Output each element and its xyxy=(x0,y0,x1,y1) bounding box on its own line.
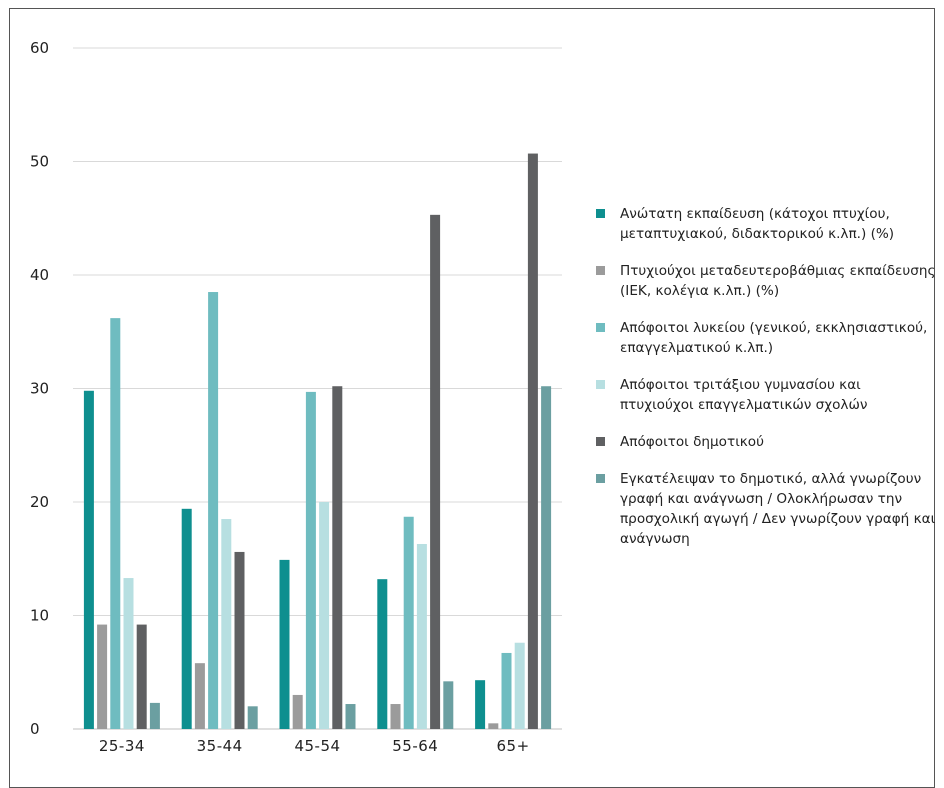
bar xyxy=(377,579,388,729)
y-tick-label: 0 xyxy=(30,720,40,738)
y-tick-label: 20 xyxy=(30,493,49,511)
bar xyxy=(194,663,205,729)
legend-swatch xyxy=(596,209,605,218)
legend: Ανώτατη εκπαίδευση (κάτοχοι πτυχίου, μετ… xyxy=(596,204,936,566)
bar xyxy=(390,704,401,729)
x-tick-label: 55-64 xyxy=(392,737,438,755)
bar xyxy=(514,642,525,729)
legend-swatch xyxy=(596,380,605,389)
bar xyxy=(247,706,258,729)
bar xyxy=(305,391,316,729)
x-tick-label: 25-34 xyxy=(99,737,145,755)
legend-label: Απόφοιτοι τριτάξιου γυμνασίου και πτυχιο… xyxy=(620,377,868,413)
legend-item: Απόφοιτοι δημοτικού xyxy=(596,432,936,452)
legend-item: Πτυχιούχοι μεταδευτεροβάθμιας εκπαίδευση… xyxy=(596,261,936,301)
bar xyxy=(416,543,427,729)
bar xyxy=(123,578,134,729)
legend-label: Ανώτατη εκπαίδευση (κάτοχοι πτυχίου, μετ… xyxy=(620,206,895,242)
bar xyxy=(97,624,108,729)
bar xyxy=(475,680,486,729)
bar xyxy=(136,624,147,729)
bar xyxy=(292,694,303,729)
y-tick-label: 10 xyxy=(30,607,49,625)
legend-item: Απόφοιτοι λυκείου (γενικού, εκκλησιαστικ… xyxy=(596,318,936,358)
bar xyxy=(443,681,454,729)
bar xyxy=(149,702,160,729)
bar xyxy=(332,386,343,729)
x-tick-label: 45-54 xyxy=(294,737,340,755)
legend-swatch xyxy=(596,266,605,275)
y-tick-label: 40 xyxy=(30,266,49,284)
bar xyxy=(110,318,121,729)
bar xyxy=(279,559,290,729)
bar xyxy=(527,153,538,729)
x-tick-label: 65+ xyxy=(497,737,530,755)
bar xyxy=(208,292,219,729)
legend-item: Ανώτατη εκπαίδευση (κάτοχοι πτυχίου, μετ… xyxy=(596,204,936,244)
bar xyxy=(234,551,245,729)
bar xyxy=(501,652,512,729)
legend-swatch xyxy=(596,437,605,446)
legend-label: Απόφοιτοι δημοτικού xyxy=(620,434,764,450)
bar xyxy=(541,386,552,729)
legend-label: Πτυχιούχοι μεταδευτεροβάθμιας εκπαίδευση… xyxy=(620,263,936,299)
bar xyxy=(181,508,192,729)
bar xyxy=(83,390,94,729)
legend-label: Απόφοιτοι λυκείου (γενικού, εκκλησιαστικ… xyxy=(620,320,928,356)
legend-item: Εγκατέλειψαν το δημοτικό, αλλά γνωρίζουν… xyxy=(596,469,936,549)
legend-item: Απόφοιτοι τριτάξιου γυμνασίου και πτυχιο… xyxy=(596,375,936,415)
bar xyxy=(403,516,414,729)
bar xyxy=(345,704,356,729)
bar xyxy=(488,723,499,729)
y-tick-label: 50 xyxy=(30,153,49,171)
legend-label: Εγκατέλειψαν το δημοτικό, αλλά γνωρίζουν… xyxy=(620,471,936,547)
y-tick-label: 30 xyxy=(30,380,49,398)
bar xyxy=(221,519,232,729)
x-tick-label: 35-44 xyxy=(197,737,243,755)
y-tick-label: 60 xyxy=(30,39,49,57)
legend-swatch xyxy=(596,323,605,332)
legend-swatch xyxy=(596,474,605,483)
bar xyxy=(319,502,330,729)
bar xyxy=(430,214,441,730)
